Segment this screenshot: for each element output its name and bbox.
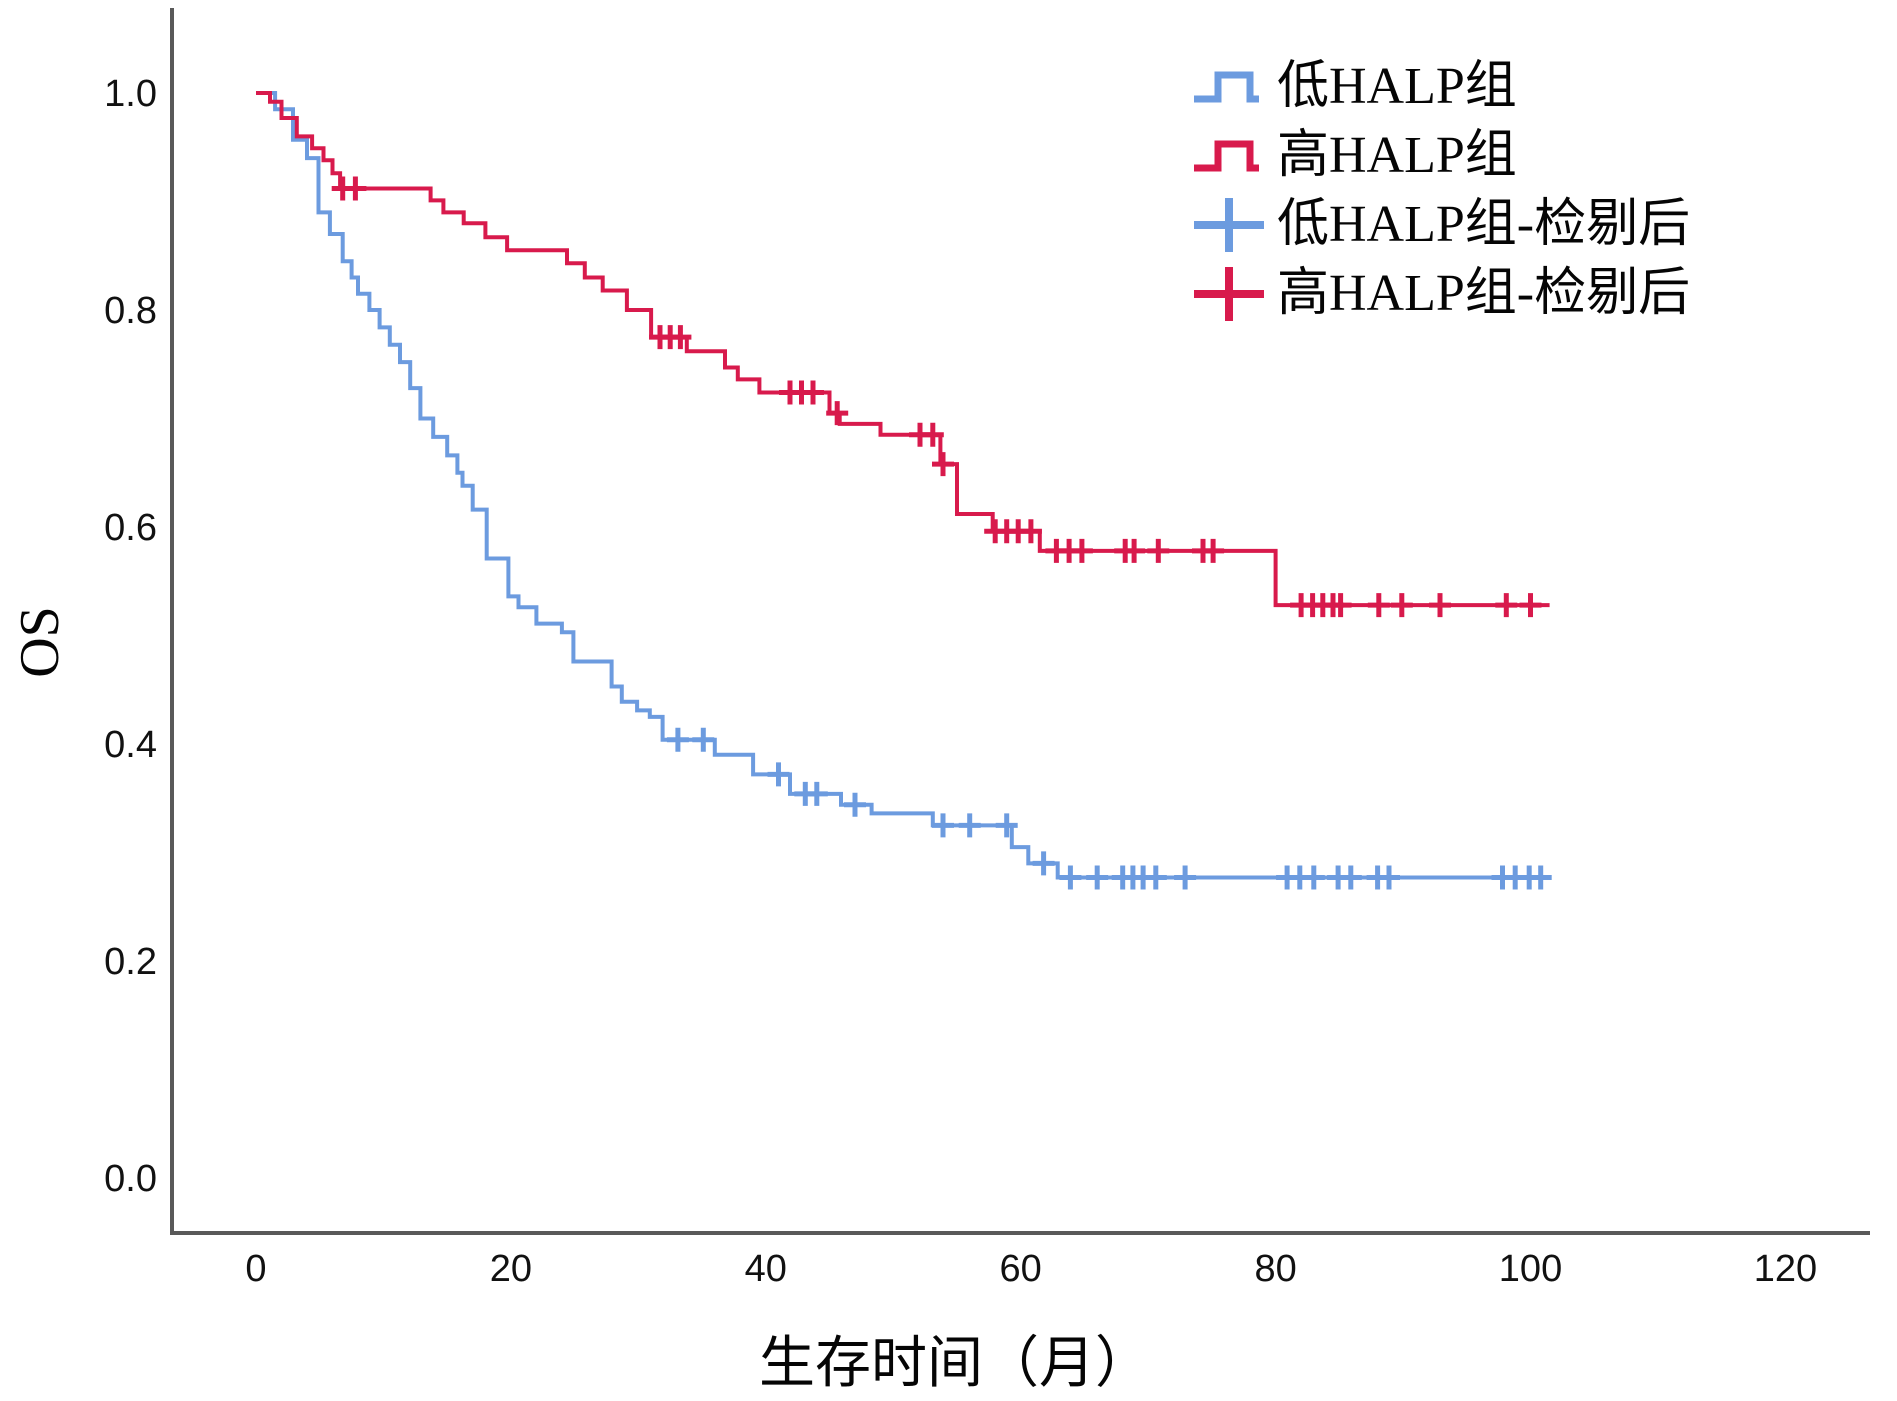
legend: 低HALP组 高HALP组 低HALP组-检剔后	[1185, 52, 1690, 328]
y-tick-label: 0.0	[104, 1158, 157, 1200]
censor-marks-low-halp	[666, 727, 1552, 890]
y-axis-title: OS	[9, 606, 71, 678]
legend-item-label: 高HALP组-检剔后	[1277, 264, 1691, 322]
censor-plus-mark	[1495, 593, 1518, 618]
plus-marker-icon	[1185, 194, 1277, 256]
legend-item-low-halp-censored: 低HALP组-检剔后	[1185, 190, 1690, 259]
censor-plus-mark	[1174, 865, 1197, 890]
km-curve-low-halp	[256, 91, 1550, 880]
x-tick-label: 80	[1254, 1248, 1296, 1290]
y-axis-tick-labels: 1.0 0.8 0.6 0.4 0.2 0.0	[104, 73, 157, 1200]
censor-plus-mark	[1147, 538, 1170, 563]
y-tick-label: 0.8	[104, 290, 157, 332]
censor-plus-mark	[1032, 851, 1055, 876]
y-tick-label: 1.0	[104, 73, 157, 115]
y-tick-label: 0.6	[104, 507, 157, 549]
censor-plus-mark	[1302, 865, 1325, 890]
legend-item-label: 高HALP组	[1277, 126, 1517, 184]
plus-marker-icon	[1185, 263, 1277, 325]
censor-plus-mark	[1019, 519, 1042, 544]
censor-plus-mark	[1329, 593, 1352, 618]
y-tick-label: 0.2	[104, 941, 157, 983]
censor-plus-mark	[1519, 593, 1542, 618]
y-tick-label: 0.4	[104, 724, 157, 766]
censor-plus-mark	[1144, 865, 1167, 890]
censor-plus-mark	[692, 727, 715, 752]
censor-plus-mark	[932, 813, 954, 838]
step-line-icon	[1185, 135, 1277, 177]
censor-plus-mark	[767, 762, 790, 787]
legend-item-high-halp: 高HALP组	[1185, 121, 1690, 190]
x-tick-label: 100	[1499, 1248, 1562, 1290]
legend-item-label: 低HALP组-检剔后	[1277, 195, 1691, 253]
km-curve-high-halp	[256, 91, 1550, 608]
censor-plus-mark	[932, 452, 954, 477]
censor-plus-mark	[958, 813, 981, 838]
censor-plus-mark	[921, 422, 944, 447]
censor-plus-mark	[844, 792, 866, 817]
x-tick-label: 20	[490, 1248, 532, 1290]
legend-item-label: 低HALP组	[1277, 57, 1517, 115]
censor-plus-mark	[669, 325, 692, 350]
legend-item-high-halp-censored: 高HALP组-检剔后	[1185, 259, 1690, 328]
km-curves-layer	[256, 91, 1552, 890]
censor-plus-mark	[1123, 538, 1146, 563]
step-line-icon	[1185, 66, 1277, 108]
x-tick-label: 0	[245, 1248, 266, 1290]
censor-plus-mark	[1339, 865, 1362, 890]
x-tick-label: 120	[1754, 1248, 1817, 1290]
x-tick-label: 40	[745, 1248, 787, 1290]
censor-plus-mark	[1367, 593, 1390, 618]
censor-plus-mark	[995, 813, 1018, 838]
censor-plus-mark	[826, 401, 849, 426]
x-axis-title: 生存时间（月）	[759, 1333, 1151, 1395]
censor-plus-mark	[805, 781, 828, 806]
censor-plus-mark	[1070, 538, 1093, 563]
censor-plus-mark	[1529, 865, 1552, 890]
censor-plus-mark	[1429, 593, 1451, 618]
x-axis-tick-labels: 0 20 40 60 80 100 120	[245, 1248, 1817, 1290]
censor-plus-mark	[1202, 538, 1225, 563]
censor-plus-mark	[1059, 865, 1082, 890]
censor-plus-mark	[666, 727, 689, 752]
censor-plus-mark	[802, 380, 824, 405]
censor-plus-mark	[1086, 865, 1109, 890]
legend-item-low-halp: 低HALP组	[1185, 52, 1690, 121]
censor-marks-high-halp	[331, 176, 1542, 618]
censor-plus-mark	[1378, 865, 1400, 890]
censor-plus-mark	[344, 176, 367, 201]
x-tick-label: 60	[1000, 1248, 1042, 1290]
censor-plus-mark	[1390, 593, 1413, 618]
